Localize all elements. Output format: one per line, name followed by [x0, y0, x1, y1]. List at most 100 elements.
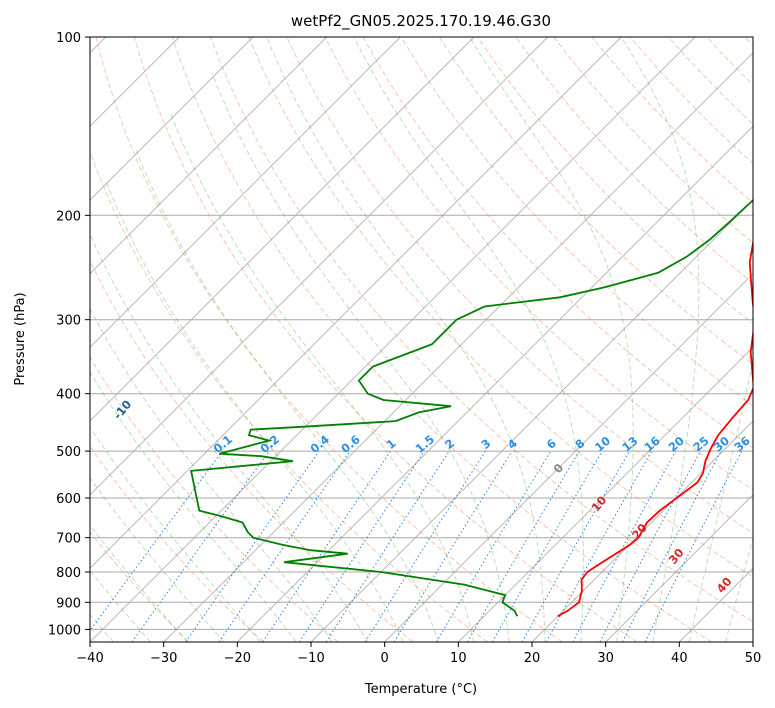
- dry-adiabat-line: [668, 37, 753, 125]
- y-tick-label: 900: [56, 596, 81, 611]
- isotherm-line: [90, 37, 401, 348]
- y-tick-label: 300: [56, 314, 81, 329]
- x-tick-label: −10: [297, 651, 324, 666]
- x-tick-label: −30: [150, 651, 177, 666]
- moist-adiabat-line: [620, 37, 700, 642]
- y-axis-label: Pressure (hPa): [13, 292, 28, 385]
- moist-adiabat-line: [469, 37, 634, 642]
- moist-adiabat-line: [90, 308, 333, 642]
- isotherm-line: [90, 37, 622, 569]
- moist-adiabat-line: [266, 37, 546, 642]
- isotherm-line: [457, 346, 753, 642]
- moist-adiabat-line: [211, 72, 510, 642]
- moist-adiabat-line: [688, 359, 753, 642]
- moist-adiabat-line: [90, 233, 369, 642]
- moist-adiabat-line: [0, 397, 39, 642]
- y-tick-label: 1000: [48, 623, 81, 638]
- y-tick-label: 600: [56, 492, 81, 507]
- y-tick-label: 200: [56, 209, 81, 224]
- mixing-ratio-label: 2: [442, 436, 457, 452]
- x-tick-label: 30: [597, 651, 614, 666]
- x-tick-label: 0: [381, 651, 389, 666]
- x-tick-label: 20: [524, 651, 541, 666]
- isotherm-line: [531, 420, 753, 642]
- dry-adiabat-line: [400, 37, 753, 407]
- mixing-ratio-line: [325, 450, 450, 642]
- x-tick-label: 50: [745, 651, 762, 666]
- moist-adiabat-line: [90, 426, 261, 642]
- dry-adiabat-line: [171, 37, 712, 642]
- mixing-ratio-line: [393, 450, 513, 642]
- temperature-curve: [557, 238, 753, 617]
- y-tick-label: 500: [56, 445, 81, 460]
- dry-adiabat-line: [515, 37, 753, 284]
- x-tick-label: −20: [224, 651, 251, 666]
- plot-frame: [89, 36, 754, 643]
- y-tick-label: 400: [56, 388, 81, 403]
- isotherm-line: [752, 641, 753, 642]
- moist-adiabat-line: [90, 524, 188, 642]
- dry-adiabat-label: -20: [29, 359, 53, 384]
- mixing-ratio-label: 4: [505, 436, 520, 452]
- moist-adiabat-line: [90, 477, 225, 642]
- mixing-ratio-line: [572, 450, 677, 642]
- mixing-ratio-label: 1: [384, 436, 399, 452]
- dry-adiabat-line: [90, 531, 190, 642]
- y-tick-label: 100: [56, 31, 81, 46]
- isotherm-line: [90, 37, 696, 642]
- dry-adiabat-line: [553, 37, 753, 244]
- isotherm-line: [90, 37, 254, 201]
- x-tick-label: 10: [450, 651, 467, 666]
- isotherm-line: [90, 37, 328, 275]
- x-tick-label: −40: [76, 651, 103, 666]
- moist-adiabat-line: [105, 180, 404, 642]
- dry-adiabat-line: [95, 37, 563, 642]
- mixing-ratio-line: [435, 450, 552, 642]
- y-tick-label: 800: [56, 566, 81, 581]
- isotherm-line: [236, 125, 753, 642]
- moist-adiabat-line: [170, 114, 475, 642]
- isotherm-line: [678, 567, 753, 642]
- dry-adiabat-line: [90, 259, 414, 642]
- dry-adiabat-line: [90, 445, 264, 642]
- sounding-curves: [190, 198, 753, 617]
- mixing-ratio-line: [521, 450, 630, 642]
- moist-adiabat-line: [90, 569, 151, 642]
- dry-adiabat-line: [133, 37, 638, 642]
- x-axis: −40 −30 −20 −10 0 10 20 30 40 50: [76, 642, 761, 666]
- moist-adiabat-label: 40: [714, 574, 735, 595]
- dry-adiabat-line: [90, 150, 488, 642]
- mixing-ratio-line: [599, 450, 701, 642]
- mixing-ratio-line: [131, 450, 270, 642]
- mixing-ratio-line: [218, 450, 351, 642]
- mixing-ratio-label: 3: [478, 436, 493, 452]
- dry-adiabat-line: [477, 37, 753, 325]
- x-tick-label: 40: [671, 651, 688, 666]
- dry-adiabat-line: [706, 37, 753, 86]
- isotherm-line: [310, 199, 753, 642]
- dry-adiabat-line: [210, 37, 753, 623]
- mixing-ratio-line: [90, 450, 223, 632]
- dry-adiabat-line: [362, 37, 753, 449]
- dry-adiabat-line: [90, 356, 339, 642]
- mixing-ratio-line: [262, 450, 392, 642]
- y-tick-label: 700: [56, 532, 81, 547]
- dry-adiabat-line: [248, 37, 753, 578]
- mixing-ratio-label: 6: [544, 436, 559, 452]
- dry-adiabat-line: [324, 37, 753, 491]
- mixing-ratio-line: [621, 450, 722, 642]
- moist-adiabat-line: [90, 370, 297, 642]
- dry-adiabat-line: [439, 37, 753, 365]
- isotherm-line: [384, 273, 753, 642]
- mixing-ratio-line: [185, 450, 320, 642]
- mixing-ratio-line: [644, 450, 743, 642]
- dry-adiabat-label: -10: [110, 397, 134, 422]
- moist-adiabat-line: [135, 149, 439, 642]
- moist-adiabat-line: [725, 536, 753, 642]
- background-lines: [0, 37, 753, 642]
- dry-adiabat-line: [744, 37, 753, 47]
- isotherm-line: [90, 37, 475, 422]
- isotherm-line: [605, 494, 753, 642]
- mixing-ratio-label: 1.5: [413, 432, 438, 456]
